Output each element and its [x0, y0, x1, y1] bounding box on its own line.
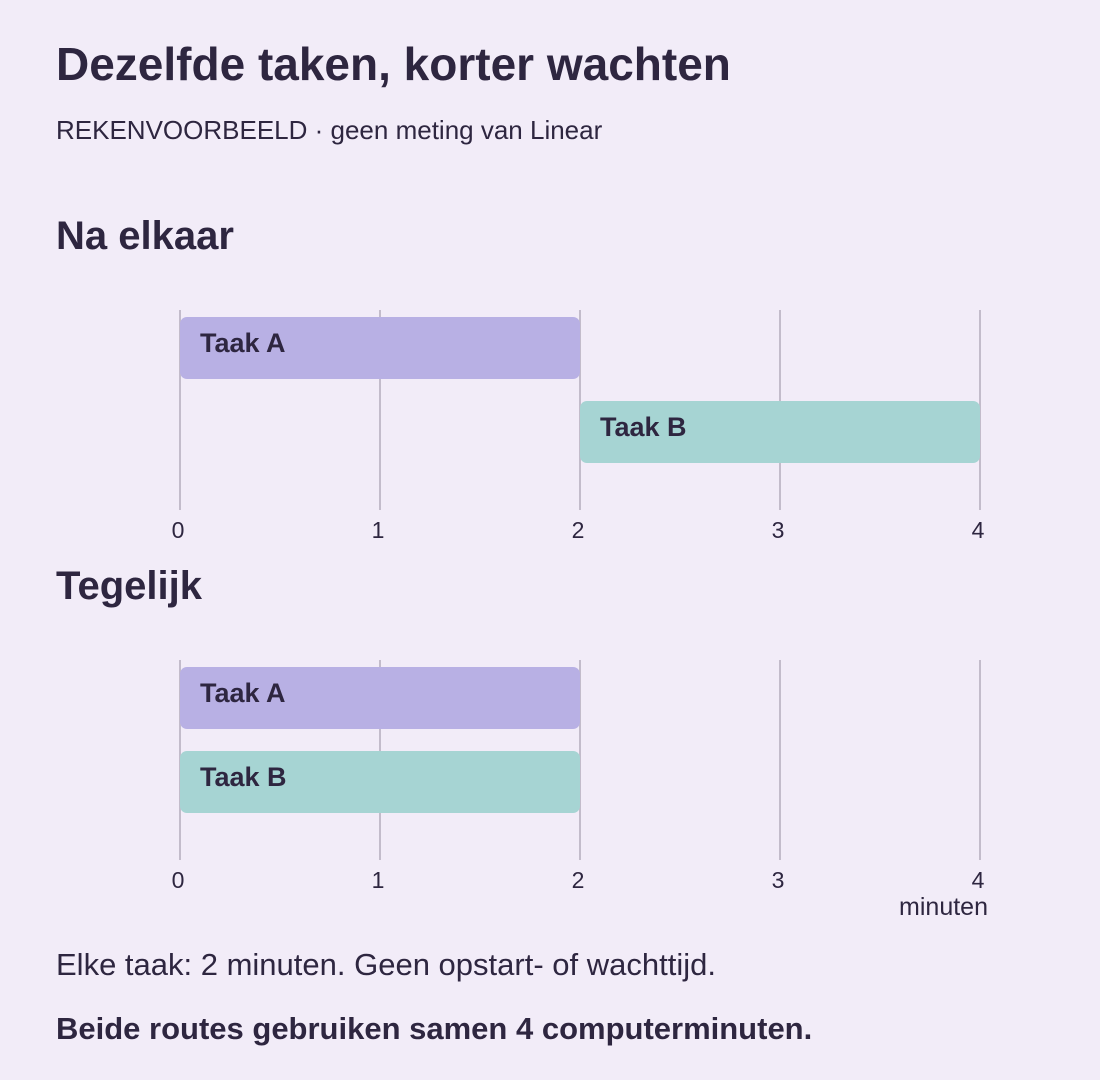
- x-axis-label: minuten: [899, 893, 988, 921]
- bar-taak-a: [180, 317, 580, 379]
- page-subtitle: REKENVOORBEELD · geen meting van Linear: [56, 115, 603, 145]
- panel-title-parallel: Tegelijk: [56, 564, 202, 608]
- bar-label: Taak A: [200, 328, 286, 358]
- panel-title-sequential: Na elkaar: [56, 214, 234, 258]
- x-tick-label: 2: [572, 867, 585, 893]
- x-tick-label: 2: [572, 517, 585, 543]
- chart-parallel: Taak A Taak B 0 1 2 3 4: [172, 660, 985, 893]
- page-title: Dezelfde taken, korter wachten: [56, 38, 731, 90]
- x-tick-label: 3: [772, 867, 785, 893]
- bar-label: Taak B: [600, 412, 687, 442]
- x-tick-label: 4: [972, 517, 985, 543]
- x-tick-label: 3: [772, 517, 785, 543]
- x-tick-label: 0: [172, 867, 185, 893]
- footnote: Elke taak: 2 minuten. Geen opstart- of w…: [56, 947, 716, 982]
- bar-taak-a: [180, 667, 580, 729]
- bar-taak-b: [180, 751, 580, 813]
- bar-label: Taak B: [200, 762, 287, 792]
- x-tick-label: 0: [172, 517, 185, 543]
- conclusion: Beide routes gebruiken samen 4 computerm…: [56, 1011, 813, 1046]
- bar-taak-b: [580, 401, 980, 463]
- x-tick-label: 1: [372, 867, 385, 893]
- bar-label: Taak A: [200, 678, 286, 708]
- x-tick-label: 1: [372, 517, 385, 543]
- chart-sequential: Taak A Taak B 0 1 2 3 4: [172, 310, 985, 543]
- x-tick-label: 4: [972, 867, 985, 893]
